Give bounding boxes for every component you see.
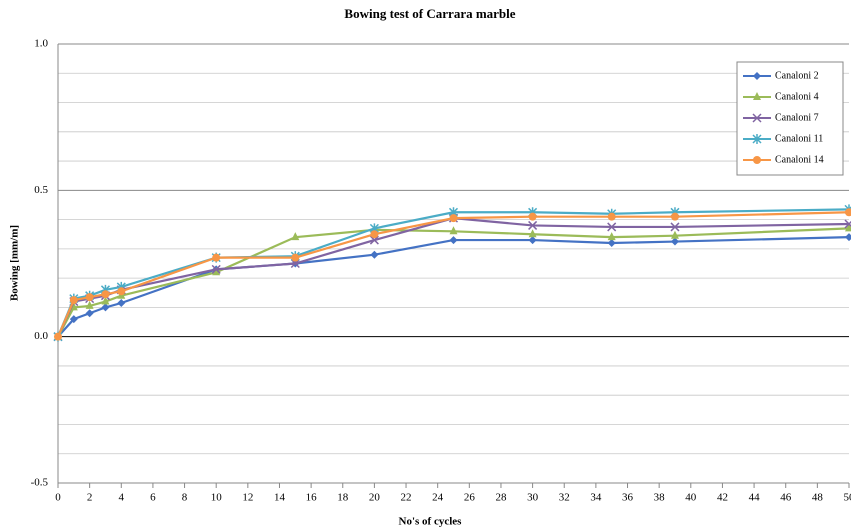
- marker: [291, 253, 300, 262]
- legend-label: Canaloni 4: [775, 91, 819, 102]
- marker: [752, 113, 762, 123]
- y-tick-label: 0.0: [34, 330, 48, 342]
- x-tick-label: 34: [590, 492, 602, 504]
- marker: [69, 296, 78, 305]
- marker: [607, 222, 617, 232]
- marker: [528, 220, 538, 230]
- legend-label: Canaloni 7: [775, 112, 819, 123]
- x-tick-label: 2: [87, 492, 93, 504]
- marker: [607, 212, 616, 221]
- y-tick-label: -0.5: [31, 477, 49, 489]
- marker: [212, 267, 221, 276]
- x-tick-label: 0: [55, 492, 61, 504]
- x-tick-label: 32: [559, 492, 570, 504]
- x-tick-label: 6: [150, 492, 156, 504]
- marker: [752, 134, 762, 144]
- marker: [670, 230, 679, 239]
- marker: [101, 303, 110, 312]
- marker: [54, 332, 62, 341]
- x-tick-label: 30: [527, 492, 539, 504]
- x-axis-title: No's of cycles: [399, 516, 463, 528]
- series-line: [56, 217, 850, 338]
- marker: [670, 237, 679, 246]
- marker: [85, 300, 94, 309]
- x-tick-label: 50: [844, 492, 851, 504]
- y-axis-title: Bowing [mm/m]: [9, 225, 21, 301]
- marker: [607, 232, 616, 241]
- y-tick-label: 1.0: [34, 38, 48, 50]
- chart-title: Bowing test of Carrara marble: [344, 6, 515, 21]
- x-tick-label: 16: [306, 492, 318, 504]
- x-tick-label: 46: [780, 492, 792, 504]
- x-tick-label: 28: [495, 492, 507, 504]
- series-line: [57, 227, 850, 338]
- marker: [290, 258, 300, 269]
- marker: [670, 212, 679, 221]
- marker: [607, 239, 616, 248]
- marker: [101, 296, 110, 305]
- marker: [449, 214, 458, 223]
- marker: [753, 156, 761, 164]
- x-tick-label: 8: [182, 492, 188, 504]
- marker: [370, 230, 379, 239]
- marker: [370, 250, 379, 259]
- marker: [369, 235, 379, 245]
- marker: [101, 290, 110, 299]
- marker: [449, 226, 458, 235]
- marker: [845, 233, 851, 242]
- marker: [528, 229, 537, 238]
- x-tick-label: 36: [622, 492, 634, 504]
- marker: [85, 309, 94, 318]
- x-tick-label: 18: [337, 492, 349, 504]
- x-tick-label: 14: [274, 492, 286, 504]
- marker: [845, 208, 851, 217]
- legend-label: Canaloni 14: [775, 154, 824, 165]
- x-tick-label: 12: [242, 492, 253, 504]
- marker: [291, 232, 300, 241]
- legend: Canaloni 2 Canaloni 4 Canaloni 7 Canaloni 1…: [736, 61, 844, 176]
- x-tick-label: 42: [717, 492, 728, 504]
- x-tick-label: 40: [685, 492, 697, 504]
- x-tick-label: 24: [432, 492, 444, 504]
- marker: [528, 236, 537, 245]
- marker: [670, 222, 680, 232]
- marker: [528, 212, 537, 221]
- marker: [844, 219, 851, 229]
- legend-label: Canaloni 2: [775, 70, 819, 81]
- marker: [212, 253, 221, 262]
- x-tick-label: 26: [464, 492, 476, 504]
- marker: [85, 293, 94, 302]
- marker: [753, 72, 761, 80]
- marker: [117, 299, 126, 308]
- marker: [69, 315, 78, 324]
- y-tick-label: 0.5: [34, 184, 48, 196]
- x-tick-label: 38: [654, 492, 666, 504]
- marker: [753, 92, 761, 100]
- x-tick-label: 22: [401, 492, 412, 504]
- legend-label: Canaloni 11: [775, 133, 823, 144]
- marker: [117, 287, 126, 296]
- x-tick-label: 10: [211, 492, 223, 504]
- x-tick-label: 4: [119, 492, 125, 504]
- marker: [211, 264, 221, 274]
- x-tick-label: 20: [369, 492, 381, 504]
- marker: [449, 236, 458, 245]
- x-tick-label: 48: [812, 492, 824, 504]
- series-line: [57, 236, 850, 338]
- x-tick-label: 44: [749, 492, 761, 504]
